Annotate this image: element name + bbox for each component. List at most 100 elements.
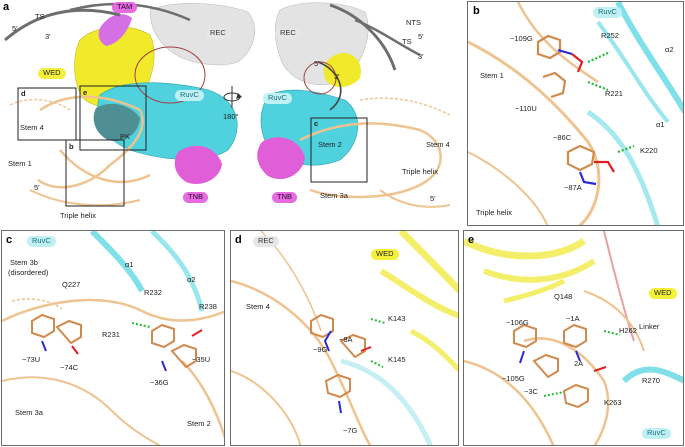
three-prime-label: 3′ (45, 32, 51, 41)
ts-label-right: TS (402, 37, 412, 46)
tnb-label-left: TNB (183, 192, 208, 203)
panel-a-graphic (4, 2, 451, 208)
c-stem3b: Stem 3b (10, 258, 38, 267)
panel-d-rec: REC (253, 236, 279, 247)
rotation-label: 180° (223, 112, 239, 121)
c-stem2: Stem 2 (187, 419, 211, 428)
panel-a-label: a (3, 1, 10, 13)
e-106g: −106G (506, 318, 529, 327)
panel-b-label: b (473, 5, 480, 17)
panel-b: b RuvC −109G R252 α2 Stem 1 −110U R221 α… (467, 1, 684, 226)
e-1a: −1A (566, 314, 580, 323)
nts-label: NTS (406, 18, 421, 27)
stem3a-label: Stem 3a (320, 191, 348, 200)
b-k220: K220 (640, 146, 658, 155)
b-r252: R252 (601, 31, 619, 40)
b-110u: −110U (515, 104, 537, 113)
panel-c-ruvc: RuvC (27, 236, 56, 247)
d-k145: K145 (388, 355, 406, 364)
five-prime-label: 5′ (12, 24, 18, 33)
left-structure (4, 2, 256, 207)
triple-helix-label-left: Triple helix (60, 211, 96, 220)
panel-d: d REC WED Stem 4 K143 −9G −8A K145 −7G (230, 230, 459, 446)
b-triple-helix: Triple helix (476, 208, 512, 217)
c-r238: R238 (199, 302, 217, 311)
d-9g: −9G (313, 345, 328, 354)
c-36g: −36G (150, 378, 169, 387)
box-d-label: d (21, 89, 26, 98)
rec-label-right: REC (275, 28, 301, 39)
box-b-label: b (69, 142, 74, 151)
panel-a: a 5′ TS 3′ TAM REC WED RuvC PK Stem 4 St… (0, 0, 465, 228)
d-8a: −8A (339, 335, 353, 344)
ruvc-label-left: RuvC (175, 90, 204, 101)
b-87a: −87A (564, 183, 582, 192)
tnb-label-right: TNB (272, 192, 297, 203)
panel-e-wed: WED (649, 288, 677, 299)
three-prime-mid: 3′ (334, 72, 340, 81)
panel-e-ruvc: RuvC (642, 428, 671, 439)
right-structure (257, 2, 451, 208)
stem2-label: Stem 2 (318, 140, 342, 149)
b-86c: −86C (553, 133, 572, 142)
panel-c: c RuvC Stem 3b (disordered) α1 α2 Q227 R… (1, 230, 225, 446)
b-stem1: Stem 1 (480, 71, 504, 80)
panel-e-graphic (464, 231, 683, 445)
c-disordered: (disordered) (8, 268, 49, 277)
c-q227: Q227 (62, 280, 81, 289)
box-c-label: c (314, 119, 319, 128)
zoom-box-e (79, 85, 147, 151)
zoom-box-b (65, 139, 125, 207)
zoom-box-d (17, 87, 77, 141)
three-prime-right-top: 3′ (418, 52, 424, 61)
c-alpha2: α2 (187, 275, 196, 284)
stem4-label-right: Stem 4 (426, 140, 450, 149)
b-109g: −109G (510, 34, 533, 43)
c-alpha1: α1 (125, 260, 134, 269)
ruvc-label-right: RuvC (263, 93, 292, 104)
five-prime-right-bottom: 5′ (430, 194, 436, 203)
panel-e-label: e (468, 234, 475, 246)
c-r232: R232 (144, 288, 162, 297)
panel-b-graphic (468, 2, 683, 225)
b-alpha2: α2 (665, 45, 674, 54)
rotation-arrow (223, 86, 242, 108)
five-prime-bottom-label: 5′ (34, 183, 40, 192)
b-alpha1: α1 (656, 120, 665, 129)
e-105g: −105G (502, 374, 525, 383)
e-h262: H262 (619, 326, 637, 335)
d-stem4: Stem 4 (246, 302, 270, 311)
e-r270: R270 (642, 376, 660, 385)
panel-c-label: c (6, 234, 13, 246)
panel-b-ruvc: RuvC (593, 7, 622, 18)
c-74c: −74C (60, 363, 79, 372)
b-r221: R221 (605, 89, 623, 98)
ts-label: TS (35, 12, 45, 21)
d-7g: −7G (343, 426, 358, 435)
e-k263: K263 (604, 398, 622, 407)
five-prime-mid: 5′ (314, 59, 320, 68)
panel-e: e WED RuvC Q148 Linker −106G −1A H262 2A… (463, 230, 684, 446)
wed-label: WED (38, 68, 66, 79)
panel-c-graphic (2, 231, 224, 445)
e-linker: Linker (639, 322, 660, 331)
c-35u: −35U (192, 355, 211, 364)
tam-label: TAM (112, 2, 138, 13)
e-q148: Q148 (554, 292, 573, 301)
panel-d-wed: WED (371, 249, 399, 260)
pk-label: PK (120, 132, 131, 141)
stem1-label: Stem 1 (8, 159, 32, 168)
rec-label-left: REC (205, 28, 231, 39)
d-k143: K143 (388, 314, 406, 323)
panel-d-graphic (231, 231, 458, 445)
panel-d-label: d (235, 234, 242, 246)
c-73u: −73U (22, 355, 41, 364)
c-stem3a: Stem 3a (15, 408, 43, 417)
zoom-box-c (310, 117, 368, 183)
five-prime-right-top: 5′ (418, 32, 424, 41)
box-e-label: e (83, 88, 88, 97)
c-r231: R231 (102, 330, 120, 339)
e-2a: 2A (574, 359, 584, 368)
e-3c: −3C (524, 387, 538, 396)
triple-helix-label-right: Triple helix (402, 167, 438, 176)
